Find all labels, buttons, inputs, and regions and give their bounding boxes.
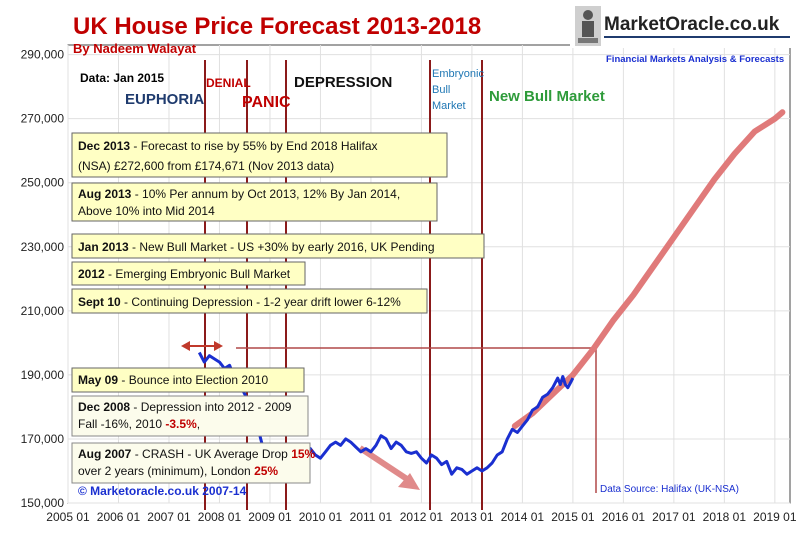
svg-text:Dec 2008 - Depression into 201: Dec 2008 - Depression into 2012 - 2009 <box>78 400 292 414</box>
annotation-text: - Depression into 2012 - 2009 <box>130 400 292 414</box>
logo-text: MarketOracle.co.uk <box>604 14 780 35</box>
annotation-text-2: Fall -16%, 2010 -3.5%, <box>78 417 200 431</box>
annotation-label: Dec 2008 <box>78 400 130 414</box>
annotation-aug-2007: Aug 2007 - CRASH - UK Average Drop 15% o… <box>71 442 316 484</box>
chart-title: UK House Price Forecast 2013-2018 <box>73 13 481 40</box>
annotation-label: May 09 <box>78 373 118 387</box>
svg-text:2012 - Emerging Embryonic Bull: 2012 - Emerging Embryonic Bull Market <box>78 267 291 281</box>
logo-tagline: Financial Markets Analysis & Forecasts <box>606 54 784 65</box>
annotation-text-2: over 2 years (minimum), London 25% <box>78 464 278 478</box>
phase-embryonic-3: Market <box>432 100 466 112</box>
annotation-aug-2013: Aug 2013 - 10% Per annum by Oct 2013, 12… <box>71 182 438 222</box>
x-tick-label: 2008 01 <box>198 510 242 524</box>
annotation-text: - New Bull Market - US +30% by early 201… <box>129 240 435 254</box>
annotation-label: 2012 <box>78 267 105 281</box>
x-tick-label: 2009 01 <box>248 510 292 524</box>
x-axis-ticks: 2005 01 2006 01 2007 01 2008 01 2009 01 2010 … <box>46 510 797 524</box>
x-tick-label: 2014 01 <box>501 510 545 524</box>
y-tick-label: 230,000 <box>21 240 65 254</box>
y-tick-label: 250,000 <box>21 176 65 190</box>
depression-arrow <box>358 445 420 490</box>
svg-text:May 09 - Bounce into Election: May 09 - Bounce into Election 2010 <box>78 373 268 387</box>
x-tick-label: 2018 01 <box>703 510 747 524</box>
annotation-label: Aug 2013 <box>78 187 132 201</box>
data-note: Data: Jan 2015 <box>80 71 164 85</box>
annotation-label: Aug 2007 <box>78 447 132 461</box>
annotation-text-2: (NSA) £272,600 from £174,671 (Nov 2013 d… <box>78 159 334 173</box>
annotation-dec-2013: Dec 2013 - Forecast to rise by 55% by En… <box>71 132 448 178</box>
x-tick-label: 2015 01 <box>551 510 595 524</box>
svg-text:Sept 10 - Continuing Depressio: Sept 10 - Continuing Depression - 1-2 ye… <box>78 295 401 309</box>
copyright-text: © Marketoracle.co.uk 2007-14 <box>78 484 247 498</box>
annotation-text: - 10% Per annum by Oct 2013, 12% By Jan … <box>131 187 400 201</box>
annotation-text: - Forecast to rise by 55% by End 2018 Ha… <box>130 139 377 153</box>
annotation-text: - Continuing Depression - 1-2 year drift… <box>121 295 401 309</box>
denial-arrow <box>181 341 223 351</box>
marketoracle-logo: MarketOracle.co.uk Financial Markets Ana… <box>570 4 792 65</box>
x-tick-label: 2005 01 <box>46 510 90 524</box>
phase-new-bull: New Bull Market <box>489 88 605 105</box>
x-tick-label: 2016 01 <box>602 510 646 524</box>
y-tick-label: 190,000 <box>21 368 65 382</box>
x-tick-label: 2007 01 <box>147 510 191 524</box>
annotation-text: - Bounce into Election 2010 <box>118 373 268 387</box>
annotation-label: Dec 2013 <box>78 139 130 153</box>
x-tick-label: 2017 01 <box>652 510 696 524</box>
y-tick-label: 210,000 <box>21 304 65 318</box>
annotation-jan-2013: Jan 2013 - New Bull Market - US +30% by … <box>71 233 485 259</box>
x-tick-label: 2013 01 <box>450 510 494 524</box>
x-tick-label: 2019 01 <box>753 510 797 524</box>
chart-byline: By Nadeem Walayat <box>73 41 197 56</box>
phase-panic: PANIC <box>242 94 291 111</box>
y-axis-ticks: 150,000 170,000 190,000 210,000 230,000 250,0… <box>21 48 65 510</box>
annotation-2012: 2012 - Emerging Embryonic Bull Market <box>71 261 306 286</box>
x-tick-label: 2012 01 <box>400 510 444 524</box>
annotation-text: - CRASH - UK Average Drop 15% <box>131 447 315 461</box>
x-tick-label: 2010 01 <box>299 510 343 524</box>
y-tick-label: 270,000 <box>21 112 65 126</box>
svg-text:Jan 2013 - New Bull Market - U: Jan 2013 - New Bull Market - US +30% by … <box>78 240 435 254</box>
logo-figure-icon <box>575 6 601 46</box>
x-tick-label: 2006 01 <box>97 510 141 524</box>
svg-text:Aug 2013 - 10% Per annum by Oc: Aug 2013 - 10% Per annum by Oct 2013, 12… <box>78 187 400 201</box>
phase-euphoria: EUPHORIA <box>125 91 204 108</box>
annotation-label: Sept 10 <box>78 295 121 309</box>
annotation-sept-10: Sept 10 - Continuing Depression - 1-2 ye… <box>71 288 428 314</box>
phase-embryonic-2: Bull <box>432 84 450 96</box>
phase-denial: DENIAL <box>206 76 251 90</box>
annotation-may-09: May 09 - Bounce into Election 2010 <box>71 367 305 393</box>
x-tick-label: 2011 01 <box>350 510 393 524</box>
phase-embryonic-1: Embryonic <box>432 68 484 80</box>
svg-text:Dec 2013 - Forecast to rise by: Dec 2013 - Forecast to rise by 55% by En… <box>78 139 378 153</box>
annotation-label: Jan 2013 <box>78 240 129 254</box>
annotation-text-2: Above 10% into Mid 2014 <box>78 204 215 218</box>
annotation-dec-2008: Dec 2008 - Depression into 2012 - 2009 F… <box>71 395 309 437</box>
svg-text:Aug 2007 - CRASH - UK Average: Aug 2007 - CRASH - UK Average Drop 15% <box>78 447 316 461</box>
source-text: Data Source: Halifax (UK-NSA) <box>600 484 739 495</box>
y-tick-label: 170,000 <box>21 432 65 446</box>
series-forecast-points <box>514 112 783 427</box>
phase-depression: DEPRESSION <box>294 74 392 91</box>
annotation-text: - Emerging Embryonic Bull Market <box>105 267 291 281</box>
y-tick-label: 150,000 <box>21 496 65 510</box>
y-tick-label: 290,000 <box>21 48 65 62</box>
